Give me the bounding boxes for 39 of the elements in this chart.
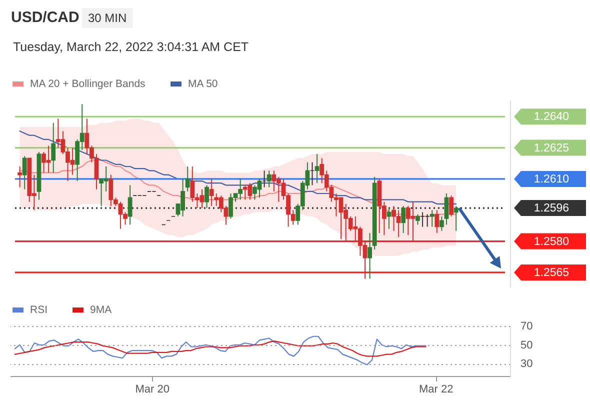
x-tick-label: Mar 20 — [135, 384, 170, 396]
candlestick — [440, 216, 444, 232]
candlestick — [449, 195, 454, 217]
candlestick — [454, 205, 458, 232]
candlestick — [416, 214, 420, 226]
chart-title: USD/CAD — [11, 9, 80, 26]
line-series — [14, 336, 426, 366]
candlestick — [209, 178, 214, 206]
x-tick-label: Mar 22 — [419, 384, 454, 396]
y-tick-label: 1.2565 — [534, 266, 570, 279]
candlestick — [314, 154, 320, 184]
y-tick-label: 30 — [520, 358, 533, 370]
candlestick — [185, 166, 190, 192]
legend-label: 9MA — [90, 304, 112, 316]
legend-label: RSI — [30, 304, 48, 316]
legend-label: MA 50 — [188, 78, 218, 90]
candlestick — [386, 208, 392, 230]
chart-subtitle: 30 MIN — [82, 8, 133, 28]
legend-label: MA 20 + Bollinger Bands — [30, 78, 146, 90]
line-series — [14, 340, 426, 357]
candlestick — [128, 184, 132, 226]
y-tick-label: 1.2640 — [534, 111, 570, 124]
y-tick-label: 1.2580 — [534, 236, 570, 248]
y-tick-label: 1.2596 — [534, 202, 570, 215]
candlestick — [266, 170, 272, 188]
candlestick — [401, 205, 406, 234]
candlestick — [434, 210, 440, 234]
y-tick-label: 1.2610 — [534, 173, 570, 186]
y-tick-label: 50 — [520, 339, 533, 352]
text: Tuesday, March 22, 2022 3:04:31 AM CET — [13, 40, 249, 54]
candlestick — [22, 156, 27, 190]
y-tick-label: 1.2625 — [534, 142, 570, 154]
candlestick — [368, 232, 372, 280]
candlestick — [444, 193, 449, 226]
candlestick — [18, 166, 22, 188]
candlestick — [204, 184, 209, 209]
candlestick — [430, 210, 434, 228]
y-tick-label: 70 — [520, 320, 533, 332]
candlestick — [51, 122, 56, 174]
